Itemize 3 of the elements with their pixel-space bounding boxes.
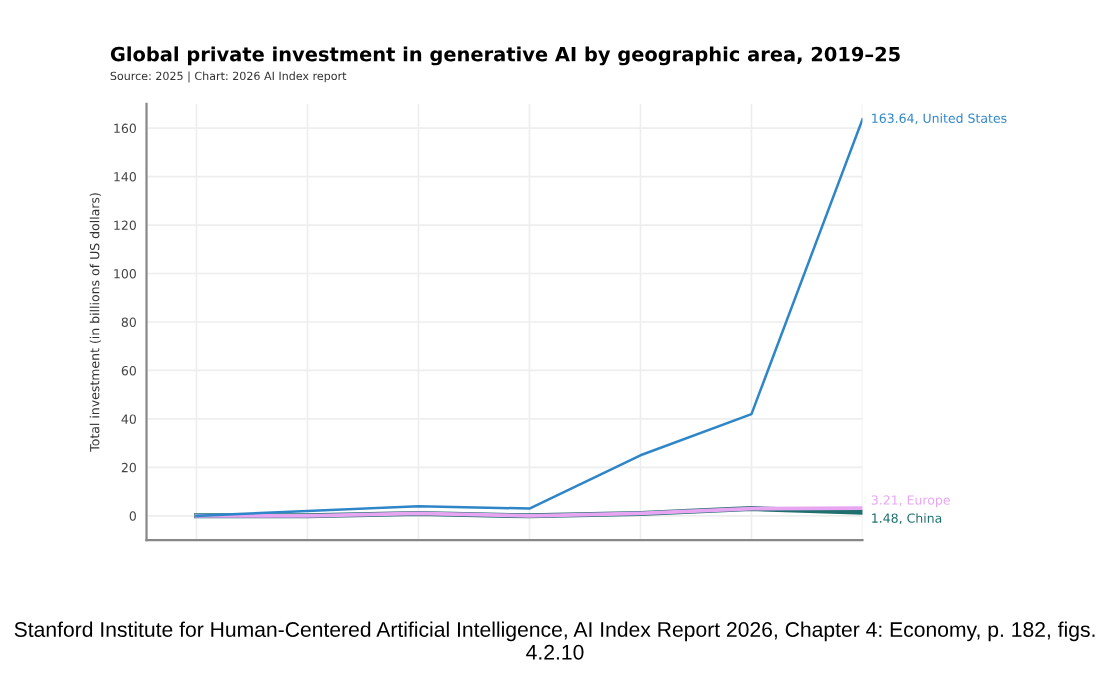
text: Stanford Institute for Human-Centered Artificial Intelligence, AI Index Report 2026, Chapter 4: Economy, p. 182, figs. 4.2.10	[14, 621, 1095, 660]
chart-title: Global private investment in generative AI by geographic area, 2019–25	[110, 46, 900, 66]
line-series	[195, 118, 863, 518]
